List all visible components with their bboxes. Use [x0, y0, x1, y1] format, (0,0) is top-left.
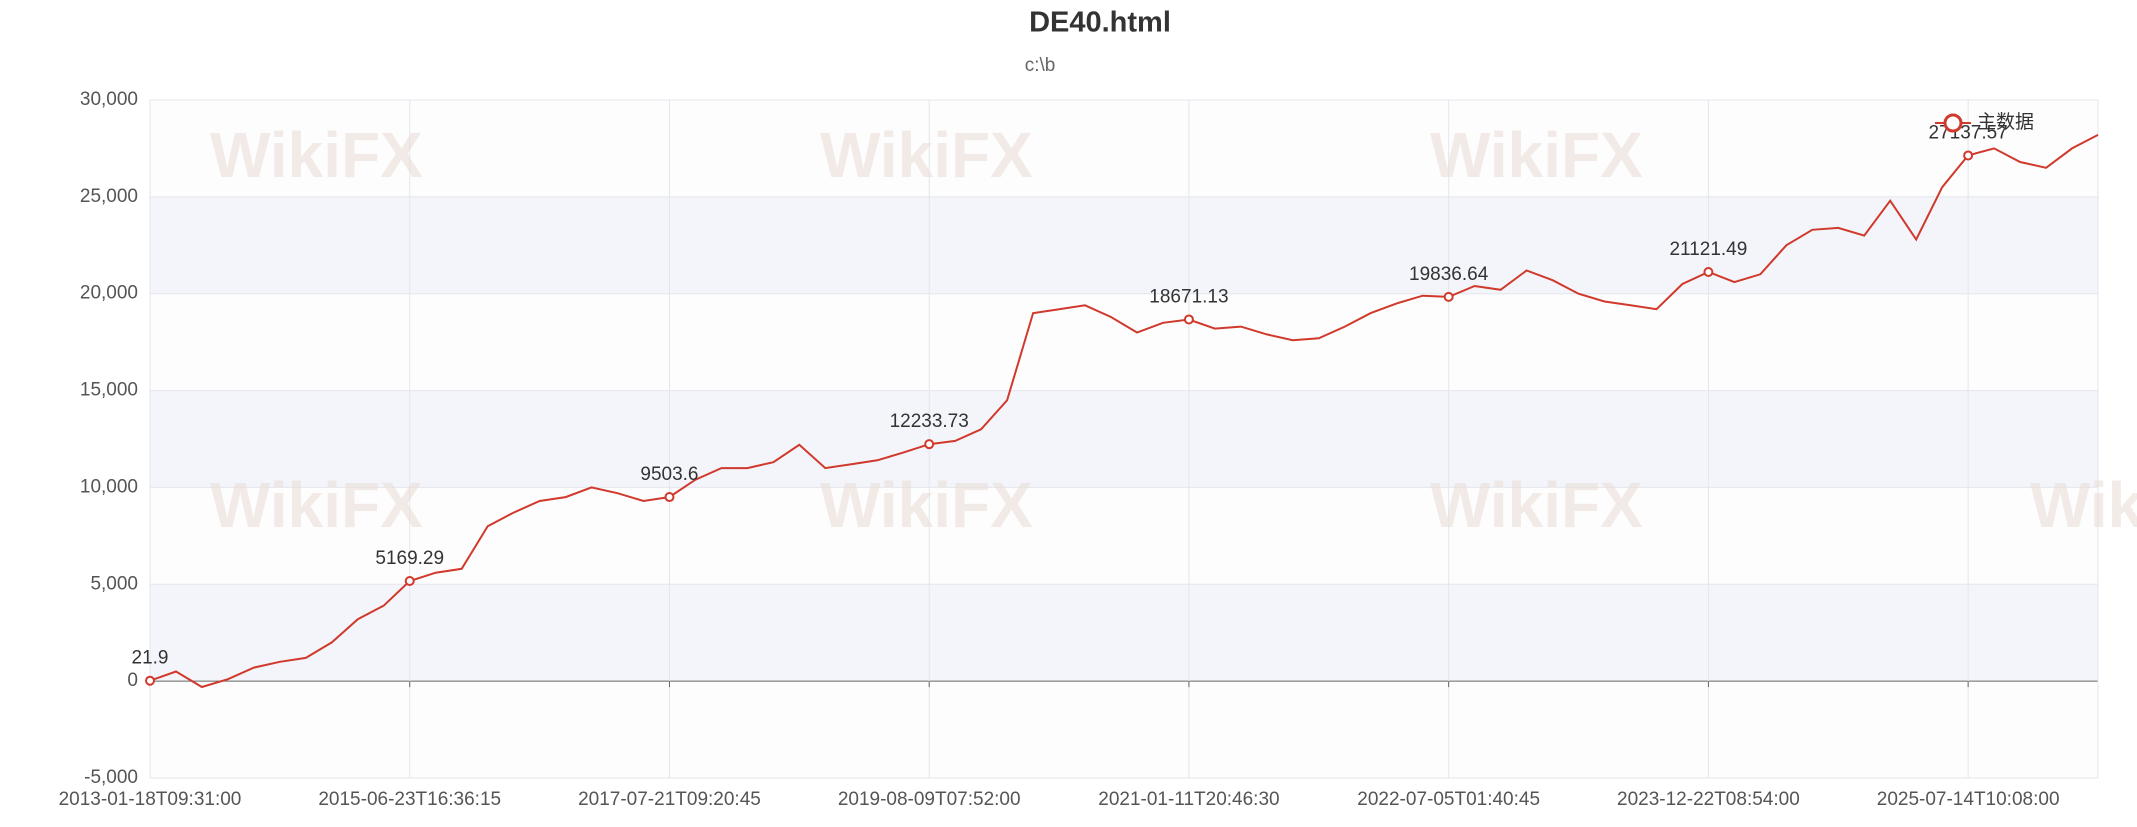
grid-band [150, 390, 2098, 488]
x-tick-label: 2013-01-18T09:31:00 [59, 789, 242, 810]
legend-marker [1943, 113, 1963, 133]
chart-title: DE40.html [1029, 7, 1171, 39]
watermark: WikiFX [820, 119, 1033, 191]
legend-label: 主数据 [1977, 111, 2034, 133]
y-tick-label: 15,000 [80, 380, 138, 401]
data-label: 12233.73 [890, 411, 969, 432]
watermark: WikiFX [1430, 469, 1643, 541]
grid-band [150, 487, 2098, 585]
point-marker [1183, 314, 1194, 325]
line [149, 134, 2099, 689]
y-tick-label: 20,000 [80, 283, 138, 304]
x-tick-label: 2025-07-14T10:08:00 [1877, 789, 2060, 810]
x-tick-label: 2022-07-05T01:40:45 [1357, 789, 1540, 810]
y-tick-label: 25,000 [80, 186, 138, 207]
point-marker [1443, 291, 1454, 302]
grid-band [150, 196, 2098, 294]
watermark: WikiFX [2030, 469, 2137, 541]
point-marker [924, 439, 935, 450]
grid-band [150, 293, 2098, 391]
point-marker [664, 492, 675, 503]
y-tick-label: 30,000 [80, 89, 138, 110]
point-marker [1703, 266, 1714, 277]
data-label: 19836.64 [1409, 264, 1489, 285]
watermark: WikiFX [1430, 119, 1643, 191]
grid-band [150, 100, 2098, 197]
y-tick-label: 0 [127, 670, 138, 691]
data-label: 21121.49 [1669, 239, 1747, 260]
x-tick-label: 2021-01-11T20:46:30 [1098, 789, 1279, 810]
data-label: 9503.6 [640, 464, 698, 485]
watermark: WikiFX [210, 119, 423, 191]
y-tick-label: 10,000 [80, 476, 138, 497]
grid-band [150, 584, 2098, 682]
point-marker [1963, 150, 1974, 161]
x-tick-label: 2019-08-09T07:52:00 [838, 789, 1021, 810]
x-tick-label: 2017-07-21T09:20:45 [578, 789, 761, 810]
data-label: 21.9 [132, 648, 169, 669]
grid-band [150, 681, 2098, 778]
data-label: 18671.13 [1149, 286, 1228, 307]
x-tick-label: 2023-12-22T08:54:00 [1617, 789, 1800, 810]
y-tick-label: 5,000 [90, 573, 138, 594]
chart-subtitle: c:\b [1025, 55, 1056, 76]
y-tick-label: -5,000 [84, 767, 138, 788]
watermark: WikiFX [820, 469, 1033, 541]
data-label: 5169.29 [375, 548, 444, 569]
x-tick-label: 2015-06-23T16:36:15 [318, 789, 501, 810]
point-marker [145, 675, 155, 686]
point-marker [404, 576, 415, 587]
watermark: WikiFX [210, 469, 423, 541]
